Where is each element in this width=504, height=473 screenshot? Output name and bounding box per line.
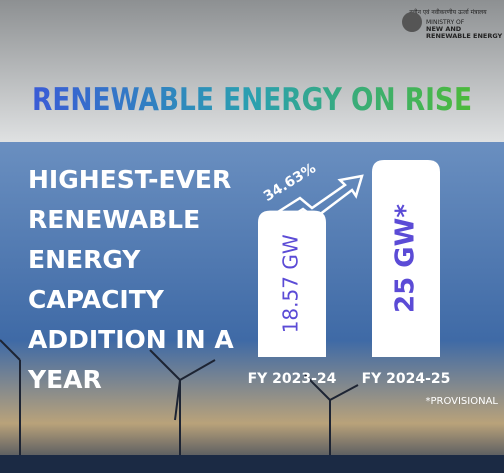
bar [372, 160, 440, 357]
ministry-line: NEW AND [426, 25, 462, 33]
ministry-line: MINISTRY OF [426, 19, 465, 26]
category-label: FY 2024-25 [362, 371, 451, 387]
headline-line: HIGHEST-EVER [28, 165, 231, 194]
turbines [0, 339, 359, 473]
value-label: 25 GW* [391, 204, 421, 313]
headline-line: ADDITION IN A [28, 325, 234, 354]
note: *PROVISIONAL [425, 396, 498, 407]
solar-panels [0, 455, 504, 473]
emblem [402, 12, 422, 32]
ministry-line: RENEWABLE ENERGY [426, 32, 503, 40]
headline-line: CAPACITY [28, 285, 165, 314]
headline-line: ENERGY [28, 245, 141, 274]
bar [258, 210, 326, 357]
value-label: 18.57 GW [279, 234, 303, 333]
headline-line: YEAR [27, 365, 102, 394]
ministry-hindi: नवीन एवं नवीकरणीय ऊर्जा मंत्रालय [409, 8, 487, 16]
title: RENEWABLE ENERGY ON RISE [32, 82, 472, 118]
headline-line: RENEWABLE [28, 205, 200, 234]
category-label: FY 2023-24 [248, 371, 337, 387]
